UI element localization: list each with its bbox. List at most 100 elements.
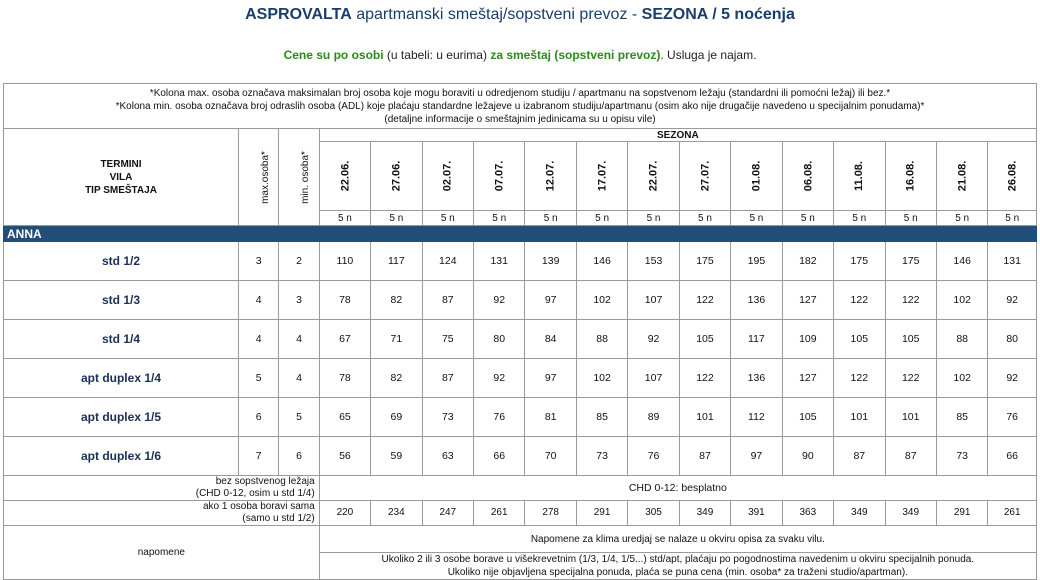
price-cell: 234 (370, 500, 423, 526)
price-cell: 59 (370, 436, 423, 476)
nights-cell: 5 n (833, 210, 886, 226)
table-row: std 1/2 3 2 110 117 124 131 139 146 153 … (3, 241, 1037, 281)
price-subtitle: Cene su po osobi (u tabeli: u eurima) za… (283, 48, 757, 62)
price-cell: 90 (781, 436, 835, 476)
max-persons: 4 (237, 319, 280, 359)
price-cell: 131 (987, 241, 1037, 281)
price-cell: 391 (730, 500, 783, 526)
price-cell: 261 (472, 500, 526, 526)
price-cell: 101 (678, 397, 732, 437)
price-cell: 127 (781, 280, 835, 320)
note-max: *Kolona max. osoba označava maksimalan b… (149, 87, 891, 99)
price-cell: 75 (421, 319, 475, 359)
room-type: std 1/3 (3, 280, 239, 320)
remarks-ac: Napomene za klima uredjaj se nalaze u ok… (318, 525, 1038, 553)
nights-cell: 5 n (678, 210, 732, 226)
note-min: *Kolona min. osoba označava broj odrasli… (115, 100, 925, 112)
price-cell: 195 (730, 241, 783, 281)
price-cell: 291 (575, 500, 629, 526)
max-persons: 5 (237, 358, 280, 398)
page-title: ASPROVALTA apartmanski smeštaj/sopstveni… (245, 6, 795, 23)
price-cell: 105 (884, 319, 937, 359)
price-cell: 109 (781, 319, 835, 359)
price-cell: 117 (370, 241, 423, 281)
table-row: apt duplex 1/4 5 4 78 82 87 92 97 102 10… (3, 358, 1037, 398)
price-cell: 87 (884, 436, 937, 476)
season-label: SEZONA (318, 128, 1038, 142)
table-row: apt duplex 1/5 6 5 65 69 73 76 81 85 89 … (3, 397, 1037, 437)
nights-cell: 5 n (524, 210, 577, 226)
nights-cell: 5 n (627, 210, 680, 226)
price-cell: 97 (524, 280, 577, 320)
table-row: std 1/3 4 3 78 82 87 92 97 102 107 122 1… (3, 280, 1037, 320)
max-persons: 6 (237, 397, 280, 437)
price-cell: 85 (575, 397, 629, 437)
date-header: 02.07. (421, 141, 475, 211)
price-cell: 78 (318, 358, 372, 398)
price-cell: 175 (678, 241, 732, 281)
price-cell: 92 (472, 358, 526, 398)
price-cell: 107 (627, 280, 680, 320)
nights-cell: 5 n (730, 210, 783, 226)
price-cell: 65 (318, 397, 372, 437)
price-cell: 81 (524, 397, 577, 437)
price-cell: 127 (781, 358, 835, 398)
min-persons: 2 (278, 241, 320, 281)
table-row: apt duplex 1/6 7 6 56 59 63 66 70 73 76 … (3, 436, 1037, 476)
price-cell: 66 (472, 436, 526, 476)
price-cell: 80 (987, 319, 1037, 359)
villa-header-row: ANNA (3, 225, 1037, 242)
price-cell: 73 (575, 436, 629, 476)
price-cell: 56 (318, 436, 372, 476)
note-details: (detaljne informacije o smeštajnim jedin… (384, 113, 656, 125)
room-type: apt duplex 1/4 (3, 358, 239, 398)
price-cell: 102 (935, 358, 989, 398)
price-cell: 122 (884, 358, 937, 398)
price-cell: 105 (833, 319, 886, 359)
season-header-row: TERMINI VILA TIP SMEŠTAJA max.osoba* min… (3, 128, 1038, 226)
price-cell: 107 (627, 358, 680, 398)
price-cell: 85 (935, 397, 989, 437)
price-cell: 105 (678, 319, 732, 359)
single-label: ako 1 osoba boravi sama (samo u std 1/2) (3, 500, 320, 526)
child-label: bez sopstvenog ležaja (CHD 0-12, osim u … (3, 475, 320, 501)
single-occupancy-row: ako 1 osoba boravi sama (samo u std 1/2)… (3, 500, 1037, 526)
price-cell: 76 (627, 436, 680, 476)
price-cell: 92 (472, 280, 526, 320)
room-type: apt duplex 1/5 (3, 397, 239, 437)
price-cell: 278 (524, 500, 577, 526)
price-cell: 122 (833, 280, 886, 320)
notes-row-1: napomene Napomene za klima uredjaj se na… (3, 525, 1038, 580)
nights-cell: 5 n (472, 210, 526, 226)
price-cell: 82 (370, 358, 423, 398)
price-cell: 175 (884, 241, 937, 281)
child-row: bez sopstvenog ležaja (CHD 0-12, osim u … (3, 475, 1038, 501)
max-persons: 4 (237, 280, 280, 320)
price-cell: 122 (678, 280, 732, 320)
date-header: 17.07. (575, 141, 629, 211)
nights-cell: 5 n (781, 210, 835, 226)
column-label: TERMINI VILA TIP SMEŠTAJA (3, 128, 239, 226)
min-persons: 6 (278, 436, 320, 476)
price-cell: 76 (472, 397, 526, 437)
max-persons: 3 (237, 241, 280, 281)
price-cell: 92 (627, 319, 680, 359)
date-header: 16.08. (884, 141, 937, 211)
price-cell: 92 (987, 280, 1037, 320)
price-cell: 136 (730, 280, 783, 320)
price-cell: 136 (730, 358, 783, 398)
min-persons: 3 (278, 280, 320, 320)
price-cell: 261 (987, 500, 1037, 526)
price-cell: 87 (421, 280, 475, 320)
price-cell: 363 (781, 500, 835, 526)
price-cell: 71 (370, 319, 423, 359)
price-cell: 89 (627, 397, 680, 437)
min-persons: 4 (278, 319, 320, 359)
price-cell: 78 (318, 280, 372, 320)
date-header: 12.07. (524, 141, 577, 211)
date-header: 11.08. (833, 141, 886, 211)
price-cell: 122 (678, 358, 732, 398)
nights-cell: 5 n (987, 210, 1037, 226)
date-header: 06.08. (781, 141, 835, 211)
price-cell: 73 (935, 436, 989, 476)
